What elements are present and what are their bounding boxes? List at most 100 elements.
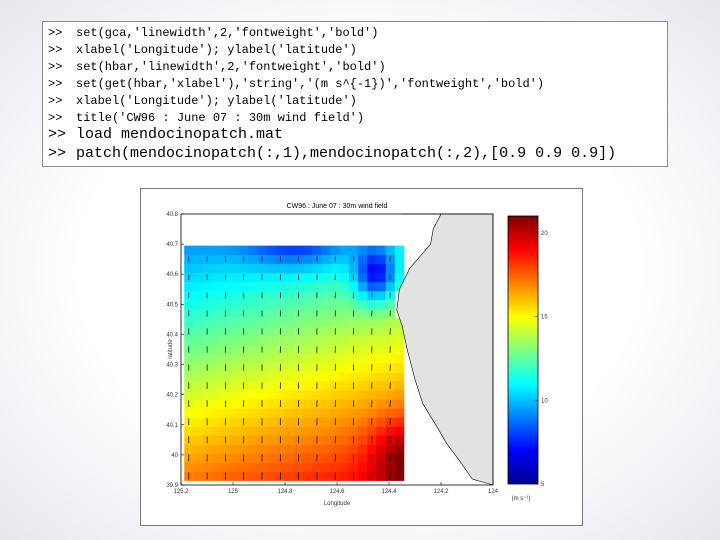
wind-speed-cell	[257, 335, 267, 346]
wind-speed-cell	[193, 399, 203, 409]
wind-speed-cell	[376, 308, 386, 319]
wind-speed-cell	[321, 308, 332, 319]
wind-speed-cell	[284, 453, 295, 463]
wind-speed-cell	[376, 245, 386, 256]
wind-speed-cell	[312, 263, 322, 274]
wind-speed-cell	[275, 408, 286, 418]
wind-speed-cell	[321, 444, 332, 454]
wind-speed-cell	[211, 435, 222, 445]
wind-speed-cell	[303, 381, 313, 391]
wind-speed-cell	[229, 363, 240, 373]
wind-speed-cell	[220, 263, 231, 274]
wind-speed-cell	[348, 245, 359, 256]
prompt-symbol: >>	[48, 77, 63, 91]
wind-speed-cell	[348, 335, 359, 346]
wind-speed-cell	[229, 426, 240, 436]
wind-speed-cell	[348, 354, 359, 364]
wind-speed-cell	[248, 372, 258, 382]
wind-speed-cell	[394, 453, 405, 463]
wind-speed-cell	[211, 354, 222, 364]
y-tick-label: 40.8	[166, 212, 178, 218]
wind-speed-cell	[257, 354, 267, 364]
wind-speed-cell	[266, 344, 277, 355]
wind-speed-cell	[376, 462, 386, 472]
wind-speed-cell	[321, 254, 332, 265]
wind-speed-cell	[348, 263, 359, 274]
wind-speed-cell	[229, 290, 240, 301]
wind-speed-cell	[358, 272, 368, 283]
wind-speed-cell	[339, 462, 350, 472]
wind-speed-cell	[394, 272, 405, 283]
wind-speed-cell	[303, 263, 313, 274]
wind-speed-cell	[239, 462, 249, 472]
wind-speed-cell	[266, 417, 277, 427]
wind-speed-cell	[330, 408, 341, 418]
wind-speed-cell	[229, 462, 240, 472]
wind-speed-cell	[303, 308, 313, 319]
wind-speed-cell	[211, 281, 222, 292]
x-tick-label: 125	[228, 489, 239, 495]
wind-speed-cell	[229, 308, 240, 319]
wind-speed-cell	[394, 471, 405, 481]
wind-speed-cell	[275, 263, 286, 274]
wind-speed-cell	[257, 408, 267, 418]
wind-speed-cell	[294, 390, 304, 400]
wind-speed-cell	[184, 335, 194, 346]
wind-speed-cell	[358, 299, 368, 310]
wind-speed-cell	[202, 299, 213, 310]
wind-speed-cell	[239, 354, 249, 364]
wind-speed-cell	[257, 462, 267, 472]
wind-speed-cell	[202, 372, 213, 382]
wind-speed-cell	[321, 290, 332, 301]
wind-speed-cell	[339, 281, 350, 292]
wind-speed-cell	[358, 263, 368, 274]
wind-speed-cell	[394, 444, 405, 454]
wind-speed-cell	[330, 263, 341, 274]
wind-speed-cell	[193, 417, 203, 427]
wind-speed-cell	[284, 245, 295, 256]
wind-speed-cell	[266, 399, 277, 409]
wind-speed-cell	[339, 290, 350, 301]
y-tick-label: 39.9	[166, 483, 178, 489]
wind-speed-cell	[220, 354, 231, 364]
wind-speed-cell	[330, 444, 341, 454]
wind-speed-cell	[321, 453, 332, 463]
wind-speed-cell	[394, 390, 405, 400]
wind-speed-cell	[312, 372, 322, 382]
wind-speed-cell	[339, 372, 350, 382]
wind-speed-cell	[394, 372, 405, 382]
wind-speed-cell	[193, 245, 203, 256]
wind-speed-cell	[275, 372, 286, 382]
coastline-patch	[396, 213, 494, 486]
wind-speed-cell	[376, 381, 386, 391]
wind-speed-cell	[248, 245, 258, 256]
wind-speed-cell	[367, 372, 377, 382]
wind-speed-cell	[303, 408, 313, 418]
wind-speed-cell	[376, 335, 386, 346]
command-window[interactable]: >> set(gca,'linewidth',2,'fontweight','bo…	[42, 21, 668, 167]
wind-speed-cell	[339, 417, 350, 427]
wind-speed-cell	[266, 308, 277, 319]
wind-speed-cell	[284, 372, 295, 382]
wind-speed-cell	[358, 471, 368, 481]
wind-speed-cell	[220, 390, 231, 400]
wind-speed-cell	[294, 444, 304, 454]
wind-speed-cell	[248, 363, 258, 373]
wind-speed-cell	[248, 317, 258, 328]
x-tick-label: 124.4	[381, 489, 397, 495]
wind-speed-cell	[348, 408, 359, 418]
wind-speed-cell	[376, 254, 386, 265]
wind-speed-cell	[257, 281, 267, 292]
wind-speed-cell	[266, 254, 277, 265]
wind-speed-cell	[303, 471, 313, 481]
wind-speed-cell	[376, 435, 386, 445]
wind-speed-cell	[348, 444, 359, 454]
wind-speed-cell	[394, 363, 405, 373]
wind-speed-cell	[248, 453, 258, 463]
wind-speed-cell	[367, 390, 377, 400]
wind-speed-cell	[239, 335, 249, 346]
colorbar-label: (m s⁻¹)	[512, 496, 531, 502]
wind-speed-cell	[266, 335, 277, 346]
wind-speed-cell	[385, 462, 396, 472]
x-tick-label: 124.8	[277, 489, 293, 495]
